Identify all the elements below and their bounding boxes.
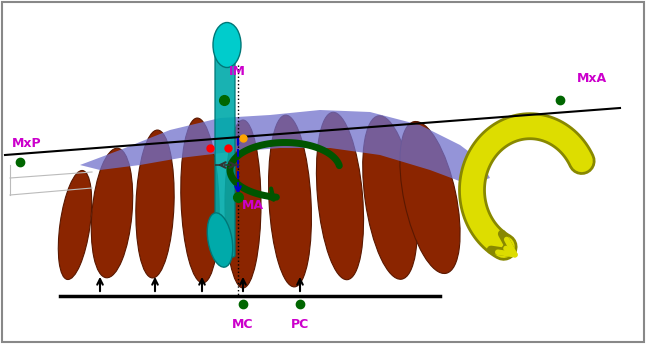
Ellipse shape bbox=[213, 22, 241, 67]
FancyBboxPatch shape bbox=[215, 38, 235, 257]
Ellipse shape bbox=[136, 130, 174, 278]
Text: MC: MC bbox=[233, 318, 254, 331]
Text: IM: IM bbox=[229, 65, 246, 78]
Text: MxA: MxA bbox=[577, 72, 607, 85]
Ellipse shape bbox=[58, 171, 92, 280]
Ellipse shape bbox=[225, 120, 261, 288]
Text: MxP: MxP bbox=[12, 137, 41, 150]
Text: MA: MA bbox=[242, 199, 264, 212]
Ellipse shape bbox=[91, 148, 132, 278]
Ellipse shape bbox=[317, 112, 364, 280]
Ellipse shape bbox=[362, 116, 417, 279]
Ellipse shape bbox=[269, 115, 311, 287]
Ellipse shape bbox=[181, 118, 219, 283]
Ellipse shape bbox=[400, 121, 460, 273]
Polygon shape bbox=[80, 110, 490, 185]
Text: PC: PC bbox=[291, 318, 309, 331]
Ellipse shape bbox=[207, 213, 233, 267]
